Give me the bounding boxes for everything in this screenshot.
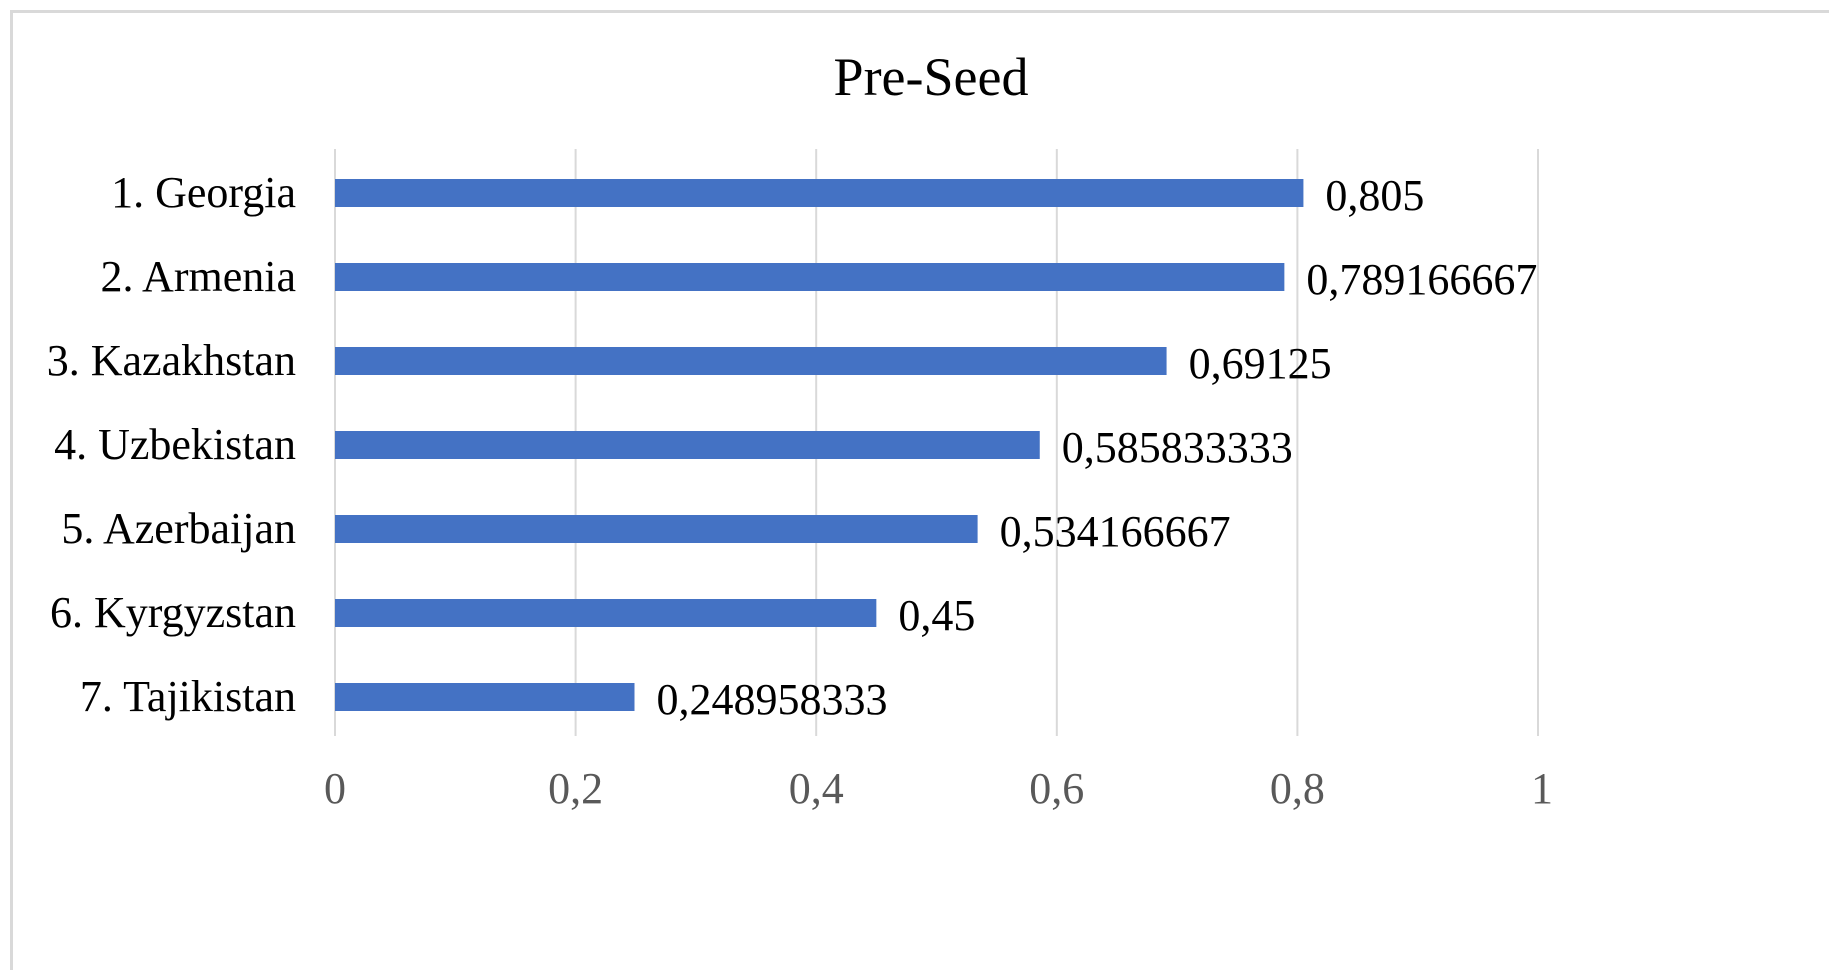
category-label-4: 4. Uzbekistan [54,420,296,469]
x-tick-label-2: 0,4 [789,764,844,813]
category-label-2: 2. Armenia [100,252,296,301]
bar-1 [335,179,1304,207]
bar-7 [335,683,635,711]
x-axis-tick-labels: 0 0,2 0,4 0,6 0,8 1 [324,764,1553,813]
category-label-1: 1. Georgia [111,168,296,217]
chart-frame: Pre-Seed 1. Georgia 2. Armenia 3. Kazakhst… [10,10,1829,970]
x-tick-label-3: 0,6 [1029,764,1084,813]
bar-3 [335,347,1167,375]
chart-title: Pre-Seed [834,47,1029,107]
data-label-3: 0,69125 [1189,339,1332,388]
category-label-7: 7. Tajikistan [80,672,296,721]
category-labels: 1. Georgia 2. Armenia 3. Kazakhstan 4. Uzbe… [47,168,296,721]
data-label-2: 0,789166667 [1306,255,1537,304]
x-tick-label-0: 0 [324,764,346,813]
bar-4 [335,431,1040,459]
category-label-3: 3. Kazakhstan [47,336,296,385]
x-tick-label-5: 1 [1531,764,1553,813]
bar-2 [335,263,1285,291]
category-label-6: 6. Kyrgyzstan [50,588,296,637]
data-label-6: 0,45 [898,591,975,640]
x-tick-label-4: 0,8 [1270,764,1325,813]
x-tick-label-1: 0,2 [548,764,603,813]
bar-6 [335,599,877,627]
bar-chart: Pre-Seed 1. Georgia 2. Armenia 3. Kazakhst… [47,47,1553,813]
data-label-4: 0,585833333 [1062,423,1293,472]
data-label-5: 0,534166667 [1000,507,1231,556]
category-label-5: 5. Azerbaijan [61,504,296,553]
bars [335,179,1304,711]
data-label-7: 0,248958333 [656,675,887,724]
data-label-1: 0,805 [1325,171,1424,220]
data-labels: 0,805 0,789166667 0,69125 0,585833333 0,5341… [656,171,1537,724]
bar-5 [335,515,978,543]
